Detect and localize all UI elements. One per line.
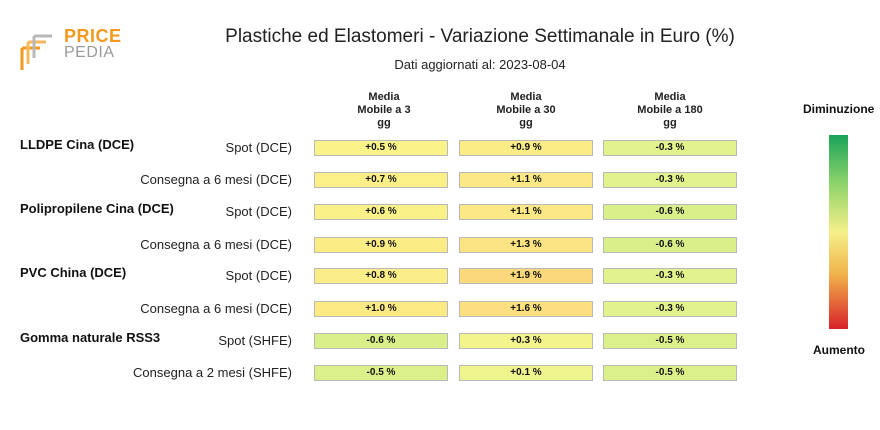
value-cell: +1.9 % <box>459 268 593 284</box>
value-cell: -0.5 % <box>603 333 737 349</box>
row-label: Spot (DCE) <box>225 268 292 283</box>
value-cell: -0.3 % <box>603 140 737 156</box>
row-label: Spot (DCE) <box>225 140 292 155</box>
value-cell: +1.6 % <box>459 301 593 317</box>
row-label: Consegna a 6 mesi (DCE) <box>140 237 292 252</box>
group-label: LLDPE Cina (DCE) <box>20 137 135 152</box>
scale-bottom-label: Aumento <box>813 343 865 357</box>
value-cell: +1.1 % <box>459 172 593 188</box>
logo-mark-icon <box>20 34 52 70</box>
value-cell: +0.9 % <box>314 237 448 253</box>
color-scale-bar <box>829 135 848 329</box>
column-header: Media Mobile a 3 gg <box>357 91 411 129</box>
pricepedia-logo: PRICE PEDIA <box>20 26 130 74</box>
value-cell: +1.0 % <box>314 301 448 317</box>
row-label: Consegna a 6 mesi (DCE) <box>140 301 292 316</box>
value-cell: +0.1 % <box>459 365 593 381</box>
row-label: Spot (DCE) <box>225 204 292 219</box>
value-cell: +0.9 % <box>459 140 593 156</box>
value-cell: -0.6 % <box>603 237 737 253</box>
row-label: Consegna a 2 mesi (SHFE) <box>133 365 292 380</box>
value-cell: -0.5 % <box>314 365 448 381</box>
value-cell: +0.3 % <box>459 333 593 349</box>
value-cell: +0.5 % <box>314 140 448 156</box>
scale-top-label: Diminuzione <box>803 102 875 116</box>
column-header: Media Mobile a 180 gg <box>637 91 703 129</box>
value-cell: -0.6 % <box>603 204 737 220</box>
logo-text-price: PRICE <box>64 26 122 46</box>
value-cell: +0.8 % <box>314 268 448 284</box>
value-cell: +1.1 % <box>459 204 593 220</box>
value-cell: -0.5 % <box>603 365 737 381</box>
chart-subtitle: Dati aggiornati al: 2023-08-04 <box>394 57 566 72</box>
value-cell: +1.3 % <box>459 237 593 253</box>
value-cell: -0.3 % <box>603 172 737 188</box>
logo-text-pedia: PEDIA <box>64 44 115 61</box>
value-cell: -0.3 % <box>603 268 737 284</box>
value-cell: +0.7 % <box>314 172 448 188</box>
value-cell: -0.6 % <box>314 333 448 349</box>
value-cell: -0.3 % <box>603 301 737 317</box>
row-label: Spot (SHFE) <box>218 333 292 348</box>
group-label: PVC China (DCE) <box>20 265 127 280</box>
row-label: Consegna a 6 mesi (DCE) <box>140 172 292 187</box>
group-label: Polipropilene Cina (DCE) <box>20 201 174 216</box>
value-cell: +0.6 % <box>314 204 448 220</box>
column-header: Media Mobile a 30 gg <box>496 91 556 129</box>
chart-title: Plastiche ed Elastomeri - Variazione Set… <box>225 26 735 47</box>
group-label: Gomma naturale RSS3 <box>20 330 161 345</box>
